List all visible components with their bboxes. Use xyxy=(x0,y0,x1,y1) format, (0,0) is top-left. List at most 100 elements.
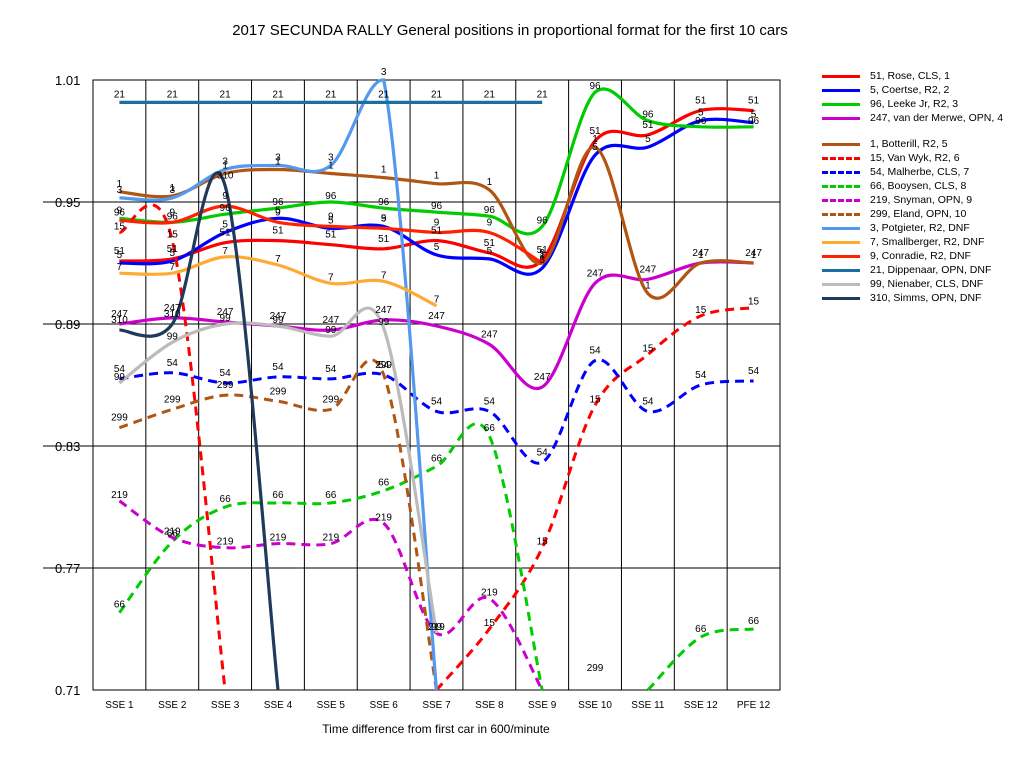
data-label: 51 xyxy=(431,226,443,237)
data-label: 247 xyxy=(534,372,551,383)
legend-item: 1, Botterill, R2, 5 xyxy=(820,138,1020,152)
data-label: 247 xyxy=(375,305,392,316)
data-label: 96 xyxy=(484,205,496,216)
data-label: 247 xyxy=(428,311,445,322)
data-label: 96 xyxy=(642,110,654,121)
y-tick-label: 0.83 xyxy=(55,439,80,454)
series-line xyxy=(119,204,544,265)
data-label: 247 xyxy=(111,309,128,320)
data-label: 66 xyxy=(325,490,337,501)
data-label: 96 xyxy=(378,197,390,208)
data-label: 9 xyxy=(381,213,387,224)
legend-item: 51, Rose, CLS, 1 xyxy=(820,70,1020,84)
data-label: 219 xyxy=(428,622,445,633)
data-label: 247 xyxy=(640,264,657,275)
data-label: 7 xyxy=(275,254,281,265)
legend-item: 5, Coertse, R2, 2 xyxy=(820,84,1020,98)
data-label: 3 xyxy=(381,67,387,78)
data-label: 5 xyxy=(592,142,598,153)
legend-item: 9, Conradie, R2, DNF xyxy=(820,250,1020,264)
legend-label: 99, Nienaber, CLS, DNF xyxy=(870,278,984,290)
data-label: 66 xyxy=(272,490,284,501)
data-label: 21 xyxy=(167,89,179,100)
data-label: 96 xyxy=(695,116,707,127)
data-label: 247 xyxy=(217,307,234,318)
legend-swatch xyxy=(822,171,860,174)
legend-label: 7, Smallberger, R2, DNF xyxy=(870,236,985,248)
data-label: 21 xyxy=(431,89,443,100)
data-label: 99 xyxy=(167,331,179,342)
data-label: 66 xyxy=(484,423,496,434)
data-label: 5 xyxy=(381,213,387,224)
data-label: 96 xyxy=(272,197,284,208)
data-label: 7 xyxy=(381,270,387,281)
data-label: 15 xyxy=(695,305,707,316)
data-label: 99 xyxy=(220,313,232,324)
data-label: 1 xyxy=(645,281,651,292)
data-label: 54 xyxy=(589,346,601,357)
legend-swatch xyxy=(822,117,860,120)
legend-label: 5, Coertse, R2, 2 xyxy=(870,84,950,96)
data-label: 51 xyxy=(378,234,390,245)
data-label: 54 xyxy=(695,370,707,381)
data-label: 299 xyxy=(217,380,234,391)
data-label: 247 xyxy=(745,248,762,259)
data-label: 299 xyxy=(164,394,181,405)
data-label: 247 xyxy=(270,311,287,322)
data-label: 5 xyxy=(539,255,545,266)
y-tick-label: 1.01 xyxy=(55,73,80,88)
legend-label: 21, Dippenaar, OPN, DNF xyxy=(870,264,992,276)
data-label: 15 xyxy=(167,230,179,241)
legend-label: 9, Conradie, R2, DNF xyxy=(870,250,971,262)
legend-item: 21, Dippenaar, OPN, DNF xyxy=(820,264,1020,278)
data-label: 5 xyxy=(751,110,757,121)
data-label: 21 xyxy=(220,89,232,100)
legend-swatch xyxy=(822,89,860,92)
series-line xyxy=(119,260,754,391)
x-axis-label: Time difference from first car in 600/mi… xyxy=(322,722,550,736)
data-label: 54 xyxy=(642,396,654,407)
legend-swatch xyxy=(822,213,860,216)
data-label: 66 xyxy=(114,600,126,611)
legend-item: 7, Smallberger, R2, DNF xyxy=(820,236,1020,250)
data-label: 96 xyxy=(325,191,337,202)
x-tick-label: PFE 12 xyxy=(737,700,771,711)
data-label: 9 xyxy=(222,191,228,202)
data-label: 7 xyxy=(169,262,175,273)
x-tick-label: SSE 1 xyxy=(105,700,134,711)
data-label: 1 xyxy=(169,183,175,194)
data-label: 99 xyxy=(114,372,126,383)
legend-item: 247, van der Merwe, OPN, 4 xyxy=(820,112,1020,138)
legend-swatch xyxy=(822,143,860,146)
legend-label: 3, Potgieter, R2, DNF xyxy=(870,222,970,234)
data-label: 3 xyxy=(275,152,281,163)
data-label: 5 xyxy=(698,108,704,119)
legend-swatch xyxy=(822,103,860,106)
legend-item: 99, Nienaber, CLS, DNF xyxy=(820,278,1020,292)
legend-label: 66, Booysen, CLS, 8 xyxy=(870,180,967,192)
data-label: 247 xyxy=(587,268,604,279)
series-line xyxy=(119,117,754,276)
legend-swatch xyxy=(822,297,860,300)
data-label: 1 xyxy=(698,250,704,261)
data-label: 5 xyxy=(645,134,651,145)
data-label: 51 xyxy=(167,244,179,255)
data-label: 299 xyxy=(375,360,392,371)
data-label: 96 xyxy=(431,201,443,212)
data-label: 99 xyxy=(272,315,284,326)
data-label: 54 xyxy=(748,366,760,377)
data-label: 1 xyxy=(592,134,598,145)
legend-item: 96, Leeke Jr, R2, 3 xyxy=(820,98,1020,112)
data-label: 99 xyxy=(431,622,443,633)
legend-label: 247, van der Merwe, OPN, 4 xyxy=(870,112,1004,124)
data-label: 21 xyxy=(378,89,390,100)
data-label: 247 xyxy=(481,329,498,340)
data-label: 1 xyxy=(275,156,281,167)
legend-swatch xyxy=(822,199,860,202)
data-label: 1 xyxy=(117,179,123,190)
y-tick-label: 0.77 xyxy=(55,561,80,576)
series-line xyxy=(118,422,544,691)
data-label: 1 xyxy=(487,177,493,188)
legend-label: 1, Botterill, R2, 5 xyxy=(870,138,948,150)
data-label: 9 xyxy=(275,207,281,218)
